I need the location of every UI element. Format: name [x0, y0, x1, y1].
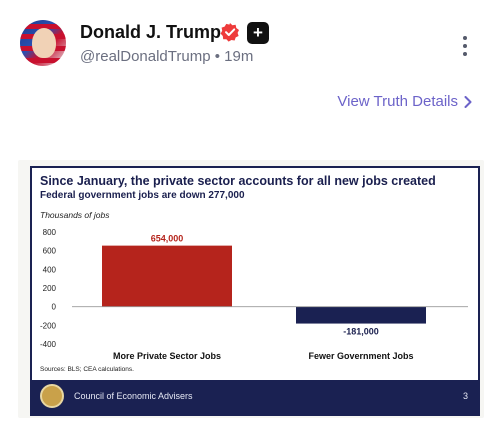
handle-and-time: @realDonaldTrump • 19m — [80, 48, 253, 65]
y-tick-label: 200 — [43, 284, 57, 293]
cea-seal-icon — [40, 384, 64, 408]
chart-slide: Since January, the private sector accoun… — [30, 166, 480, 416]
view-truth-details-link[interactable]: View Truth Details — [337, 93, 472, 110]
y-tick-label: -200 — [40, 321, 57, 330]
y-tick-label: 600 — [43, 247, 57, 256]
chart-subtitle: Federal government jobs are down 277,000 — [40, 190, 245, 201]
y-tick-label: 800 — [43, 228, 57, 237]
y-tick-label: 400 — [43, 265, 57, 274]
bar-government — [296, 306, 426, 324]
bar-chart: Thousands of jobs 8006004002000-200-400 … — [40, 210, 468, 373]
page-number: 3 — [462, 391, 468, 401]
chart-title: Since January, the private sector accoun… — [40, 174, 436, 188]
y-tick-label: 0 — [52, 303, 57, 312]
display-name[interactable]: Donald J. Trump — [80, 22, 222, 42]
bar-private-sector — [102, 245, 232, 307]
category-label: Fewer Government Jobs — [308, 351, 413, 361]
footer-org: Council of Economic Advisers — [74, 391, 193, 401]
chevron-right-icon — [464, 95, 472, 108]
plus-badge-icon: + — [247, 22, 269, 44]
bar-value-label: -181,000 — [343, 327, 379, 337]
bar-value-label: 654,000 — [151, 234, 184, 244]
slide-footer: Council of Economic Advisers 3 — [32, 380, 478, 414]
avatar[interactable] — [20, 20, 66, 66]
y-axis-label: Thousands of jobs — [40, 210, 110, 220]
sources-note: Sources: BLS; CEA calculations. — [40, 366, 134, 373]
vertical-ellipsis-icon[interactable] — [461, 36, 469, 58]
verified-check-icon — [220, 23, 239, 42]
separator: • — [214, 48, 220, 65]
view-truth-details-label: View Truth Details — [337, 93, 458, 110]
time-ago[interactable]: 19m — [224, 48, 254, 65]
category-label: More Private Sector Jobs — [113, 351, 221, 361]
handle[interactable]: @realDonaldTrump — [80, 48, 211, 65]
y-tick-label: -400 — [40, 340, 57, 349]
post-image[interactable]: Since January, the private sector accoun… — [18, 160, 484, 418]
